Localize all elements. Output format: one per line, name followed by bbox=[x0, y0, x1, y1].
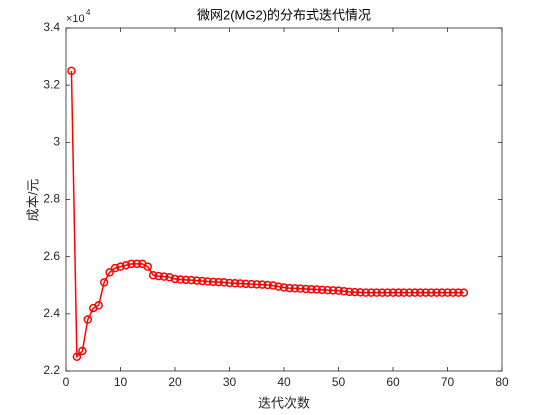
x-tick-label: 20 bbox=[168, 375, 182, 389]
y-tick-label: 2.6 bbox=[43, 249, 60, 263]
data-point bbox=[78, 346, 87, 356]
chart-title: 微网2(MG2)的分布式迭代情况 bbox=[197, 7, 371, 22]
x-tick-label: 30 bbox=[223, 375, 237, 389]
data-point bbox=[165, 272, 174, 282]
x-tick-label: 40 bbox=[277, 375, 291, 389]
data-point bbox=[432, 288, 441, 297]
data-point bbox=[459, 288, 469, 297]
x-tick-label: 60 bbox=[386, 375, 400, 389]
y-tick-label: 3.2 bbox=[43, 77, 60, 91]
data-point bbox=[328, 286, 338, 295]
data-point bbox=[388, 288, 398, 297]
data-point bbox=[214, 277, 223, 287]
data-point bbox=[252, 280, 261, 289]
x-axis-label: 迭代次数 bbox=[258, 395, 310, 410]
data-point bbox=[410, 288, 420, 297]
data-point bbox=[394, 288, 403, 297]
data-point bbox=[181, 275, 191, 285]
data-point bbox=[208, 277, 218, 287]
data-point bbox=[121, 260, 131, 270]
data-point bbox=[105, 268, 114, 277]
data-point bbox=[247, 279, 256, 289]
data-point bbox=[356, 288, 365, 297]
data-point bbox=[263, 280, 272, 290]
data-point bbox=[350, 287, 360, 297]
x-tick-label: 0 bbox=[63, 375, 70, 389]
data-point bbox=[176, 275, 185, 284]
data-point bbox=[437, 288, 447, 297]
y-tick-label: 3 bbox=[53, 135, 60, 149]
data-point bbox=[301, 284, 311, 294]
y-tick-label: 2.2 bbox=[43, 363, 60, 377]
data-point bbox=[366, 288, 376, 297]
data-point bbox=[317, 285, 327, 295]
data-point bbox=[285, 283, 294, 293]
data-point bbox=[230, 278, 240, 288]
data-point bbox=[257, 280, 267, 289]
data-point bbox=[274, 282, 283, 291]
y-tick-label: 2.4 bbox=[43, 306, 60, 320]
x-tick-label: 10 bbox=[114, 375, 128, 389]
data-point bbox=[225, 278, 234, 288]
data-point bbox=[143, 262, 152, 271]
data-point bbox=[132, 259, 142, 269]
data-point bbox=[421, 288, 430, 297]
y-multiplier-exponent: 4 bbox=[86, 8, 91, 17]
data-point bbox=[454, 288, 463, 297]
data-point bbox=[334, 286, 343, 295]
data-point bbox=[110, 263, 120, 273]
data-point bbox=[192, 276, 202, 285]
data-point bbox=[72, 352, 82, 361]
data-point bbox=[236, 279, 245, 288]
data-point bbox=[372, 288, 381, 297]
data-point bbox=[154, 271, 163, 281]
data-point bbox=[159, 272, 169, 281]
data-point bbox=[339, 287, 349, 296]
data-point bbox=[83, 315, 93, 324]
data-point bbox=[268, 281, 278, 290]
data-point bbox=[377, 288, 387, 297]
y-axis-label: 成本/元 bbox=[25, 179, 40, 222]
data-point bbox=[279, 283, 289, 292]
data-point bbox=[448, 288, 458, 297]
data-point bbox=[290, 284, 300, 293]
data-point bbox=[170, 274, 180, 284]
data-point bbox=[323, 285, 332, 295]
data-point bbox=[148, 270, 158, 280]
data-point bbox=[399, 288, 409, 297]
data-point bbox=[94, 301, 103, 310]
data-point bbox=[426, 288, 436, 297]
data-point bbox=[312, 285, 321, 294]
data-point bbox=[241, 279, 251, 289]
data-point bbox=[383, 288, 392, 297]
data-point bbox=[345, 287, 354, 297]
data-point bbox=[416, 288, 425, 297]
data-point bbox=[116, 262, 125, 271]
y-tick-label: 2.8 bbox=[43, 192, 60, 206]
data-point bbox=[99, 278, 109, 287]
data-point bbox=[307, 285, 316, 294]
data-point bbox=[127, 259, 136, 269]
data-point bbox=[187, 275, 196, 285]
data-point bbox=[203, 277, 212, 286]
x-tick-label: 70 bbox=[441, 375, 455, 389]
data-point bbox=[219, 278, 229, 287]
data-point bbox=[198, 276, 207, 286]
series-line bbox=[70, 70, 464, 359]
x-tick-label: 80 bbox=[495, 375, 509, 389]
data-point bbox=[296, 284, 305, 293]
x-tick-label: 50 bbox=[332, 375, 346, 389]
data-point bbox=[405, 288, 414, 297]
y-tick-label: 3.4 bbox=[43, 20, 60, 34]
data-point bbox=[361, 288, 370, 297]
y-multiplier: ×10 bbox=[66, 13, 85, 25]
data-point bbox=[67, 66, 76, 76]
data-point bbox=[443, 288, 452, 297]
